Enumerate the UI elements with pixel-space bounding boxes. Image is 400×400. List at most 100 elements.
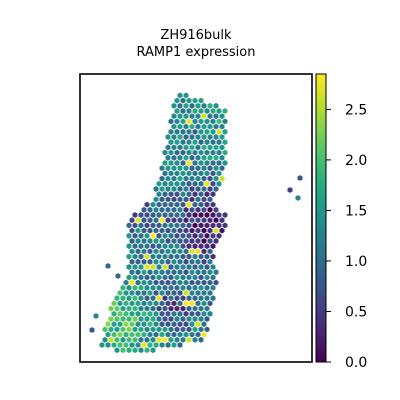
expression-spot [159, 165, 165, 172]
expression-spot [171, 342, 177, 348]
expression-spot [138, 326, 144, 333]
expression-spot [201, 300, 207, 307]
expression-spot [210, 108, 216, 114]
expression-spot [201, 290, 207, 296]
expression-spot [189, 186, 195, 192]
expression-spot [141, 238, 147, 244]
expression-spot [165, 279, 171, 286]
expression-spot [147, 269, 153, 276]
expression-spot [192, 222, 198, 229]
expression-spot [168, 191, 174, 198]
expression-spot [216, 160, 222, 166]
expression-spot [204, 139, 210, 146]
expression-spot [201, 227, 207, 234]
expression-spot [213, 227, 219, 234]
expression-spot [207, 196, 213, 203]
expression-spot [180, 180, 186, 187]
expression-spot [174, 232, 180, 239]
expression-spot [174, 212, 180, 218]
expression-spot [168, 243, 174, 250]
expression-spot [195, 248, 201, 255]
expression-spot [162, 253, 168, 260]
expression-spot [183, 165, 189, 172]
expression-spot [207, 186, 213, 192]
expression-spot [174, 170, 180, 177]
expression-spot [183, 123, 189, 130]
expression-spot [135, 269, 141, 276]
expression-spot [210, 149, 216, 156]
expression-spot [174, 253, 180, 260]
expression-spot [198, 274, 204, 281]
expression-spot [186, 212, 192, 218]
expression-spot [195, 102, 201, 109]
expression-spot [171, 248, 177, 255]
expression-spot [195, 310, 201, 317]
expression-spot [295, 195, 301, 201]
expression-spot [108, 326, 114, 333]
expression-spot [144, 316, 150, 322]
expression-spot [207, 238, 213, 244]
expression-spot [147, 310, 153, 317]
expression-spot [189, 290, 195, 296]
expression-spot [189, 134, 195, 140]
expression-spot [165, 227, 171, 234]
expression-spot [168, 160, 174, 166]
expression-spot [207, 227, 213, 234]
colorbar-tick-label: 1.0 [345, 254, 367, 270]
expression-spot [150, 201, 156, 208]
expression-spot [171, 217, 177, 224]
expression-spot [219, 144, 225, 151]
expression-spot [189, 331, 195, 338]
expression-spot [138, 295, 144, 302]
expression-spot [213, 134, 219, 140]
expression-spot [195, 269, 201, 276]
expression-spot [120, 326, 126, 333]
expression-spot [222, 212, 228, 218]
expression-spot [213, 123, 219, 130]
expression-spot [168, 128, 174, 135]
expression-spot [132, 284, 138, 291]
expression-spot [126, 243, 132, 250]
expression-spot [198, 305, 204, 312]
expression-spot [216, 232, 222, 239]
expression-spot [180, 118, 186, 125]
expression-spot [201, 238, 207, 244]
expression-spot [174, 284, 180, 291]
expression-spot [105, 321, 111, 328]
expression-spot [183, 154, 189, 161]
expression-spot [117, 310, 123, 317]
expression-spot [192, 170, 198, 177]
expression-spot [168, 295, 174, 302]
expression-spot [183, 217, 189, 224]
expression-spot [210, 222, 216, 229]
expression-spot [204, 201, 210, 208]
expression-spot [165, 342, 171, 348]
expression-spot [189, 238, 195, 244]
expression-spot [201, 310, 207, 317]
expression-spot [177, 206, 183, 213]
expression-spot [210, 139, 216, 146]
expression-spot [204, 243, 210, 250]
expression-spot [129, 279, 135, 286]
expression-spot [147, 258, 153, 265]
expression-spot [201, 154, 207, 161]
expression-spot [198, 160, 204, 166]
expression-spot [120, 347, 126, 354]
expression-spot [165, 290, 171, 296]
expression-spot [138, 232, 144, 239]
expression-spot [207, 300, 213, 307]
expression-spot [198, 284, 204, 291]
expression-spot [147, 331, 153, 338]
expression-spot [180, 264, 186, 270]
expression-spot [222, 128, 228, 135]
expression-spot [132, 243, 138, 250]
expression-spot [129, 300, 135, 307]
expression-spot [186, 222, 192, 229]
expression-spot [192, 295, 198, 302]
expression-spot [147, 279, 153, 286]
expression-spot [147, 227, 153, 234]
expression-spot [141, 258, 147, 265]
expression-spot [207, 144, 213, 151]
expression-spot [180, 253, 186, 260]
expression-spot [183, 269, 189, 276]
